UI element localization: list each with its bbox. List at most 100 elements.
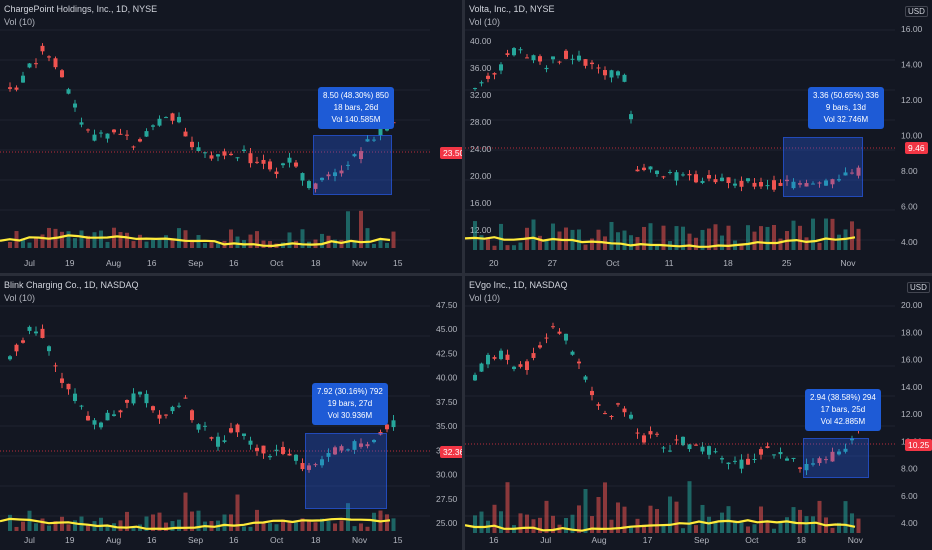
volume-indicator-label[interactable]: Vol (10) — [4, 293, 36, 303]
volume-bar — [804, 237, 809, 250]
volume-bar — [700, 229, 705, 250]
candle-body — [551, 56, 555, 60]
candle-body — [811, 183, 815, 185]
volume-bar — [144, 241, 149, 248]
candle-body — [570, 351, 575, 355]
volume-bar — [248, 526, 253, 531]
candle-body — [287, 157, 292, 163]
currency-label[interactable]: USD — [905, 6, 928, 17]
volume-indicator-label[interactable]: Vol (10) — [4, 17, 36, 27]
volume-bar — [372, 512, 376, 531]
symbol-title[interactable]: EVgo Inc., 1D, NASDAQ — [469, 280, 568, 290]
volume-bar — [687, 481, 692, 533]
candle-body — [785, 179, 789, 182]
volume-bar — [320, 518, 324, 531]
measure-box[interactable] — [783, 137, 863, 197]
candle-body — [856, 167, 861, 176]
y-tick-label: 47.50 — [436, 300, 458, 310]
candle-body — [778, 182, 783, 186]
volume-bar — [551, 223, 555, 250]
candle-body — [512, 366, 516, 370]
volume-bar — [720, 512, 724, 533]
volume-bar — [843, 501, 848, 533]
candle-body — [164, 117, 168, 119]
candle-body — [274, 171, 279, 175]
candle-body — [726, 462, 731, 465]
measure-change: 8.50 (48.30%) 850 — [323, 91, 389, 100]
x-tick-label: 16 — [147, 258, 157, 268]
left-price-tick: 32.00 — [470, 90, 492, 100]
price-chart-canvas[interactable]: Jul 19 Aug 16 Sep 16 Oct 18 Nov 15 — [0, 0, 462, 273]
candle-body — [752, 182, 757, 187]
measure-label: 2.94 (38.58%) 294 17 bars, 25d Vol 42.88… — [805, 389, 881, 431]
candle-body — [726, 177, 731, 183]
candle-body — [479, 363, 484, 372]
x-tick-label: 18 — [723, 258, 733, 268]
volume-bar — [300, 518, 305, 531]
candle-body — [538, 56, 542, 62]
candle-body — [850, 172, 854, 174]
candle-body — [47, 56, 51, 58]
price-chart-canvas[interactable]: 20.0018.0016.0014.0012.0010.008.006.004.… — [465, 276, 932, 550]
volume-bar — [378, 239, 383, 248]
volume-bar — [583, 244, 588, 250]
candle-body — [525, 361, 529, 371]
symbol-title[interactable]: ChargePoint Holdings, Inc., 1D, NYSE — [4, 4, 158, 14]
volume-indicator-label[interactable]: Vol (10) — [469, 293, 501, 303]
volume-bar — [726, 506, 731, 533]
x-tick-label: Jul — [24, 258, 35, 268]
y-tick-label: 20.00 — [901, 300, 923, 310]
volume-bar — [785, 517, 789, 533]
symbol-title[interactable]: Blink Charging Co., 1D, NASDAQ — [4, 280, 139, 290]
candle-body — [73, 103, 77, 108]
chart-pane-evgo[interactable]: USD EVgo Inc., 1D, NASDAQ Vol (10) 20.00… — [465, 276, 932, 550]
volume-bar — [525, 514, 529, 533]
candle-body — [222, 440, 227, 442]
volume-bar — [287, 232, 292, 248]
measure-box[interactable] — [313, 135, 392, 195]
chart-pane-chargepoint[interactable]: ChargePoint Holdings, Inc., 1D, NYSE Vol… — [0, 0, 462, 273]
volume-bar — [105, 526, 110, 531]
candle-body — [209, 437, 214, 439]
candle-body — [307, 465, 311, 470]
volume-bar — [856, 518, 861, 533]
measure-box[interactable] — [305, 433, 387, 509]
candle-body — [268, 456, 272, 458]
candle-body — [668, 172, 672, 174]
y-tick-label: 6.00 — [901, 491, 918, 501]
volume-bar — [274, 524, 279, 531]
volume-bar — [479, 511, 484, 533]
candle-body — [512, 48, 516, 56]
volume-ma-line — [0, 517, 391, 531]
measure-box[interactable] — [803, 438, 869, 478]
candle-body — [281, 447, 285, 454]
volume-bar — [326, 520, 331, 531]
x-tick-label: 18 — [797, 535, 807, 545]
volume-bar — [92, 232, 97, 248]
price-chart-canvas[interactable]: 47.5045.0042.5040.0037.5035.0032.5030.00… — [0, 276, 462, 550]
candle-body — [661, 447, 666, 449]
candle-body — [674, 439, 679, 441]
candle-body — [518, 364, 523, 367]
currency-label[interactable]: USD — [907, 282, 930, 293]
volume-indicator-label[interactable]: Vol (10) — [469, 17, 501, 27]
candle-body — [505, 354, 510, 360]
chart-pane-volta[interactable]: USD Volta, Inc., 1D, NYSE Vol (10) 16.00… — [465, 0, 932, 273]
candle-body — [326, 174, 331, 177]
candle-body — [294, 454, 298, 461]
measure-volume: Vol 30.936M — [327, 411, 373, 420]
x-tick-label: 19 — [65, 535, 75, 545]
candle-body — [694, 444, 698, 446]
volume-bar — [27, 242, 32, 248]
measure-label: 8.50 (48.30%) 850 18 bars, 26d Vol 140.5… — [318, 87, 394, 129]
chart-pane-blink[interactable]: Blink Charging Co., 1D, NASDAQ Vol (10) … — [0, 276, 462, 550]
candle-body — [255, 447, 259, 451]
price-chart-canvas[interactable]: 16.00 14.00 12.00 10.00 8.00 6.00 4.00 40.00 36.… — [465, 0, 932, 273]
candle-body — [34, 331, 38, 334]
y-tick-label: 8.00 — [901, 166, 918, 176]
candle-body — [590, 62, 594, 65]
volume-bar — [518, 513, 523, 533]
symbol-title[interactable]: Volta, Inc., 1D, NYSE — [469, 4, 555, 14]
volume-bar — [824, 218, 828, 250]
y-tick-label: 16.00 — [901, 24, 923, 34]
